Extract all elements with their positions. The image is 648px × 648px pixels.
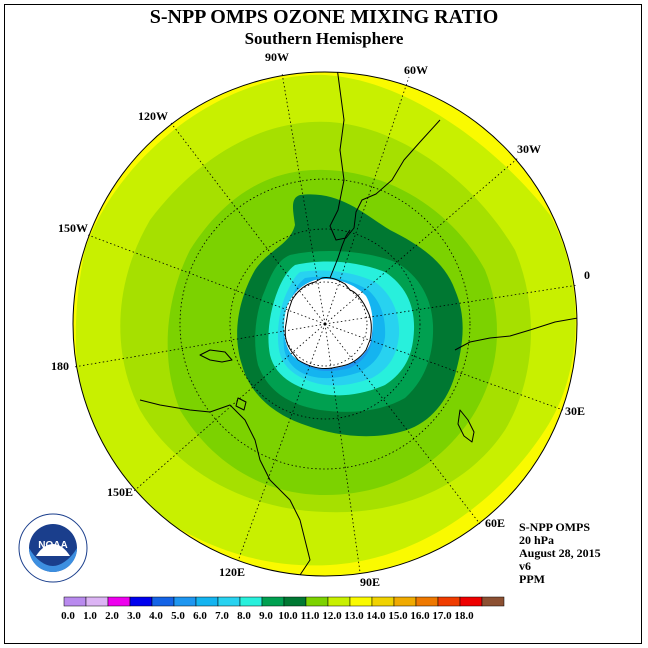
lon-label-90e: 90E: [360, 575, 380, 589]
colorbar-tick-label: 16.0: [410, 610, 430, 622]
meridian-90w: [281, 72, 326, 325]
colorbar-swatch: [327, 596, 351, 607]
lon-label-30e: 30E: [565, 404, 585, 418]
meridian-0: [324, 284, 579, 325]
colorbar-swatch: [129, 596, 153, 607]
noaa-logo-text: NOAA: [38, 540, 67, 551]
colorbar-swatch: [481, 596, 505, 607]
colorbar-tick-label: 12.0: [322, 610, 342, 622]
info-pressure-level: 20 hPa: [519, 533, 555, 547]
no-data-polar-cap: [284, 278, 373, 369]
australia-coastline: [139, 399, 311, 576]
latitude-circle-40s: [179, 178, 471, 470]
colorbar-swatch: [283, 596, 307, 607]
map-subtitle: Southern Hemisphere: [244, 29, 404, 48]
colorbar-tick-label: 15.0: [388, 610, 408, 622]
colorbar-swatch: [415, 596, 439, 607]
meridian-30w: [324, 157, 519, 325]
meridian-60w: [324, 76, 410, 325]
colorbar-tick-label: 0.0: [61, 610, 75, 622]
lon-label-120w: 120W: [138, 109, 168, 123]
colorbar-swatch: [371, 596, 395, 607]
south-pole-marker: [323, 322, 327, 326]
colorbar-tick-label: 11.0: [301, 610, 320, 622]
latitude-circle-60s: [229, 228, 421, 420]
lon-label-60e: 60E: [485, 516, 505, 530]
colorbar-tick-label: 9.0: [259, 610, 273, 622]
info-date: August 28, 2015: [519, 546, 601, 560]
colorbar-swatch: [195, 596, 219, 607]
colorbar-swatch: [305, 596, 329, 607]
colorbar-swatch: [63, 596, 87, 607]
graticule: [73, 72, 579, 573]
colorbar-tick-label: 7.0: [215, 610, 229, 622]
colorbar-swatch: [393, 596, 417, 607]
colorbar-swatch: [437, 596, 461, 607]
antarctic-peninsula-coastline: [329, 229, 351, 279]
meridian-180: [73, 323, 326, 368]
colorbar-tick-label: 1.0: [83, 610, 97, 622]
lon-label-150e: 150E: [107, 485, 133, 499]
colorbar-swatches: [63, 596, 505, 607]
coastlines: [139, 72, 577, 576]
antarctica-coastline: [284, 277, 372, 369]
latitude-circle-80s: [282, 281, 368, 367]
colorbar-tick-label: 6.0: [193, 610, 207, 622]
colorbar-swatch: [261, 596, 285, 607]
colorbar-swatch: [151, 596, 175, 607]
colorbar-labels: 0.0 1.0 2.0 3.0 4.0 5.0 6.0 7.0 8.0 9.0 10.0 11.0 12…: [61, 610, 474, 622]
south-africa-coastline: [454, 317, 577, 351]
lon-label-90w: 90W: [265, 50, 289, 64]
colorbar-tick-label: 2.0: [105, 610, 119, 622]
info-version: v6: [519, 559, 531, 573]
colorbar-swatch: [107, 596, 131, 607]
info-units: PPM: [519, 572, 545, 586]
lon-label-0: 0: [584, 268, 590, 282]
colorbar-swatch: [85, 596, 109, 607]
madagascar-coastline: [457, 409, 475, 443]
colorbar-tick-label: 8.0: [237, 610, 251, 622]
colorbar-swatch: [173, 596, 197, 607]
meridian-90e: [324, 323, 361, 573]
new-zealand-coastline: [199, 349, 233, 363]
colorbar-tick-label: 18.0: [454, 610, 474, 622]
colorbar-tick-label: 3.0: [127, 610, 141, 622]
lon-label-60w: 60W: [404, 63, 428, 77]
lon-label-120e: 120E: [219, 565, 245, 579]
colorbar-swatch: [349, 596, 373, 607]
map-title: S-NPP OMPS OZONE MIXING RATIO: [149, 6, 499, 28]
colorbar-tick-label: 13.0: [344, 610, 364, 622]
lon-label-180: 180: [51, 359, 69, 373]
colorbar-swatch: [459, 596, 483, 607]
lon-label-30w: 30W: [517, 142, 541, 156]
colorbar-tick-label: 4.0: [149, 610, 163, 622]
tasmania-coastline: [235, 397, 247, 411]
colorbar-swatch: [239, 596, 263, 607]
colorbar-tick-label: 10.0: [278, 610, 298, 622]
info-instrument: S-NPP OMPS: [519, 520, 590, 534]
colorbar-tick-label: 5.0: [171, 610, 185, 622]
colorbar-tick-label: 17.0: [432, 610, 452, 622]
figure-frame: [4, 4, 642, 644]
colorbar-tick-label: 14.0: [366, 610, 386, 622]
south-america-coastline: [329, 72, 441, 241]
lon-label-150w: 150W: [58, 221, 88, 235]
map-boundary: [72, 71, 578, 577]
colorbar-swatch: [217, 596, 241, 607]
noaa-logo: NOAA: [18, 513, 88, 583]
